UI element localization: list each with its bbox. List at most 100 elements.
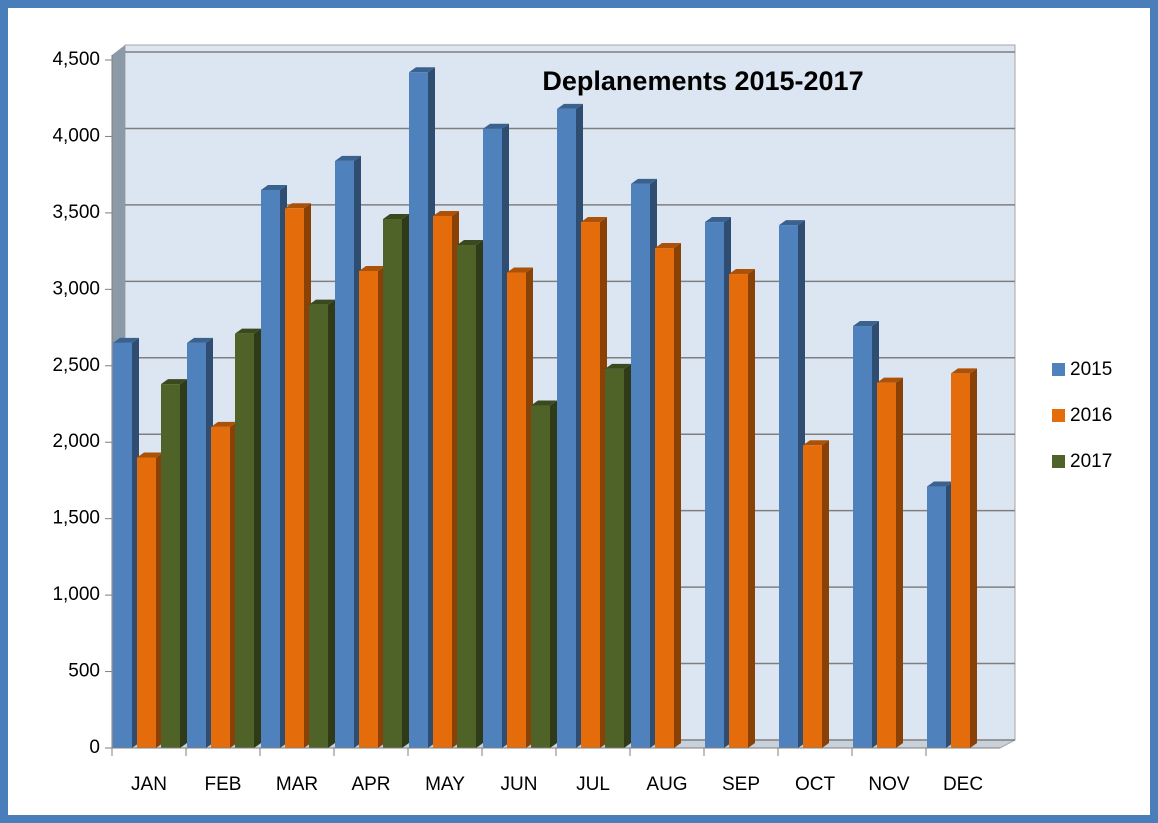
bar-top [359, 265, 385, 271]
bar-side [624, 363, 631, 748]
bar [383, 214, 409, 748]
bar-top [655, 243, 681, 249]
y-tick-label: 2,000 [52, 431, 100, 452]
bar-front [631, 183, 650, 749]
bar-top [261, 184, 287, 190]
bar-top [951, 368, 977, 374]
bar-top [309, 299, 335, 305]
legend-label: 2015 [1070, 359, 1112, 380]
bar-top [581, 217, 607, 223]
bar [951, 368, 977, 748]
y-tick-label: 3,000 [52, 278, 100, 299]
x-tick-label: NOV [868, 774, 910, 795]
x-tick-label: JUN [501, 774, 538, 795]
y-tick-label: 1,500 [52, 508, 100, 529]
bar-top [779, 220, 805, 226]
bar-side [550, 400, 557, 748]
bar-front [335, 160, 354, 748]
bar [483, 123, 509, 749]
x-tick-label: SEP [722, 774, 760, 795]
legend-swatch [1052, 455, 1065, 468]
bar-front [581, 222, 600, 748]
bar-top [457, 239, 483, 245]
bar-top [211, 421, 237, 427]
y-tick-label: 4,500 [52, 49, 100, 70]
bar-top [433, 210, 459, 216]
bar-front [235, 333, 254, 748]
bar-top [161, 379, 187, 385]
x-tick-label: AUG [646, 774, 687, 795]
bar-front [383, 219, 402, 748]
bar-front [951, 373, 970, 748]
bar-front [113, 342, 132, 748]
bar [705, 217, 731, 748]
bar-front [309, 304, 328, 748]
bar-front [483, 128, 502, 749]
bar-top [927, 481, 953, 487]
bar-side [254, 328, 261, 748]
bar-side [674, 243, 681, 748]
bar-top [803, 440, 829, 446]
bar [359, 265, 385, 748]
y-tick-label: 2,500 [52, 355, 100, 376]
bar [137, 452, 163, 748]
bar-front [457, 244, 476, 749]
x-tick-label: JUL [576, 774, 610, 795]
bar [309, 299, 335, 748]
bar-side [180, 379, 187, 748]
bar-top [409, 67, 435, 73]
bar-top [483, 123, 509, 129]
bar [161, 379, 187, 748]
bar-front [605, 368, 624, 748]
bar-side [748, 269, 755, 748]
bar-side [476, 239, 483, 749]
y-tick-label: 3,500 [52, 202, 100, 223]
bar [409, 67, 435, 749]
bar-top [507, 267, 533, 273]
bar-side [970, 368, 977, 748]
bar-front [261, 189, 280, 748]
bar [457, 239, 483, 749]
bar-front [409, 72, 428, 749]
bar-front [531, 405, 550, 748]
bar-top [235, 328, 261, 334]
bar-front [211, 426, 230, 748]
bar [187, 337, 213, 748]
bar [581, 217, 607, 748]
legend-label: 2017 [1070, 451, 1112, 472]
y-tick-label: 4,000 [52, 125, 100, 146]
bar [729, 269, 755, 748]
bar-top [877, 377, 903, 383]
bar-top [605, 363, 631, 369]
bar [631, 178, 657, 749]
bar-front [187, 342, 206, 748]
bar-front [779, 225, 798, 748]
bar [211, 421, 237, 748]
bar-front [137, 457, 156, 748]
bar [803, 440, 829, 748]
bar-top [853, 321, 879, 327]
x-tick-label: MAR [276, 774, 318, 795]
bar [433, 210, 459, 749]
x-tick-label: JAN [131, 774, 167, 795]
bar [285, 203, 311, 748]
y-tick-label: 500 [68, 661, 100, 682]
legend-swatch [1052, 363, 1065, 376]
bar-front [927, 486, 946, 748]
bar-top [729, 269, 755, 275]
bar-top [557, 103, 583, 109]
bar-top [631, 178, 657, 184]
bar [235, 328, 261, 748]
bar-front [285, 208, 304, 748]
bar-front [557, 108, 576, 749]
x-tick-label: DEC [943, 774, 983, 795]
bar [335, 155, 361, 748]
bar-top [285, 203, 311, 209]
bar [605, 363, 631, 748]
bar-front [433, 215, 452, 749]
bar-front [803, 445, 822, 748]
bar [779, 220, 805, 748]
bar [531, 400, 557, 748]
x-tick-label: MAY [425, 774, 465, 795]
